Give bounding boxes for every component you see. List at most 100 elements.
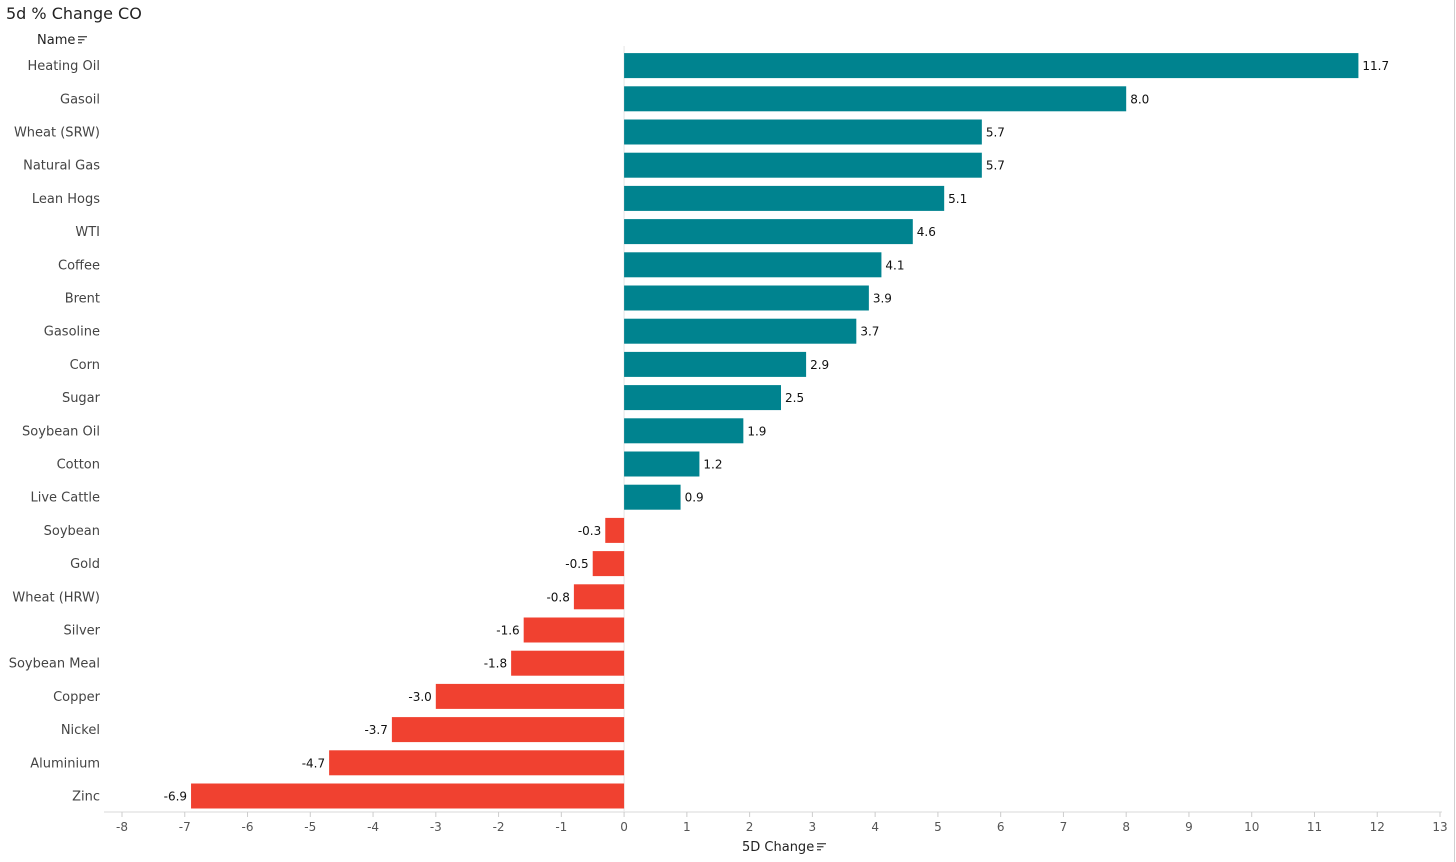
x-tick-label: -3	[430, 820, 442, 834]
x-tick-label: 4	[871, 820, 879, 834]
bar	[605, 517, 625, 543]
bar	[435, 683, 625, 709]
data-label: 2.5	[785, 391, 804, 405]
category-label: Silver	[63, 624, 100, 639]
category-label: Copper	[53, 690, 101, 705]
category-label: Corn	[70, 358, 100, 373]
bar	[523, 617, 625, 643]
category-label: Gasoline	[44, 325, 100, 340]
bar	[624, 451, 700, 477]
data-label: -3.7	[364, 723, 387, 737]
x-tick-label: 12	[1370, 820, 1385, 834]
category-label: Soybean Meal	[9, 657, 100, 672]
data-label: -4.7	[302, 756, 325, 770]
category-label: Coffee	[58, 258, 100, 273]
bar	[624, 285, 869, 311]
data-label: -0.8	[546, 590, 569, 604]
data-label: -0.3	[578, 524, 601, 538]
data-label: -6.9	[164, 790, 187, 804]
data-label: 2.9	[810, 358, 829, 372]
data-label: 3.7	[860, 325, 879, 339]
bar	[511, 650, 625, 676]
data-label: 3.9	[873, 292, 892, 306]
axis-sort-icon[interactable]	[817, 840, 827, 855]
x-tick-label: 11	[1307, 820, 1322, 834]
x-axis-title-container[interactable]: 5D Change	[742, 840, 827, 855]
x-tick-label: -5	[304, 820, 316, 834]
bar	[573, 584, 625, 610]
x-tick-label: -2	[493, 820, 505, 834]
bar	[624, 318, 857, 344]
category-label: Nickel	[61, 723, 100, 738]
category-label: Natural Gas	[23, 159, 100, 174]
x-axis-title: 5D Change	[742, 840, 815, 855]
x-tick-label: -6	[242, 820, 254, 834]
bar	[624, 385, 781, 411]
bar	[391, 717, 625, 743]
data-label: 4.1	[885, 258, 904, 272]
category-label: Soybean	[44, 524, 100, 539]
data-label: 0.9	[685, 491, 704, 505]
x-tick-label: -7	[179, 820, 191, 834]
bar	[624, 351, 807, 377]
data-label: 8.0	[1130, 92, 1149, 106]
data-label: 4.6	[917, 225, 936, 239]
data-label: 5.7	[986, 126, 1005, 140]
category-label: Live Cattle	[30, 491, 100, 506]
x-tick-label: 3	[809, 820, 817, 834]
x-tick-label: 6	[997, 820, 1005, 834]
data-label: -1.6	[496, 624, 519, 638]
bar	[624, 418, 744, 444]
category-label: Wheat (HRW)	[12, 590, 100, 605]
category-label: Heating Oil	[27, 59, 100, 74]
category-label: Lean Hogs	[32, 192, 100, 207]
category-label: Brent	[65, 292, 100, 307]
category-label: Cotton	[57, 458, 100, 473]
data-label: -0.5	[565, 557, 588, 571]
data-label: 5.1	[948, 192, 967, 206]
x-tick-label: 8	[1122, 820, 1130, 834]
bar	[191, 783, 625, 809]
x-tick-label: 10	[1244, 820, 1259, 834]
sort-icon[interactable]	[78, 33, 88, 48]
x-tick-label: -8	[116, 820, 128, 834]
x-tick-label: 7	[1060, 820, 1068, 834]
data-label: -1.8	[484, 657, 507, 671]
name-column-header[interactable]: Name	[37, 33, 88, 48]
bar	[624, 53, 1359, 79]
x-tick-label: 5	[934, 820, 942, 834]
category-label: Sugar	[62, 391, 101, 406]
category-label: Aluminium	[30, 756, 100, 771]
category-label: Soybean Oil	[22, 424, 100, 439]
bar	[329, 750, 625, 776]
bar	[624, 252, 882, 278]
category-label: Gold	[70, 557, 100, 572]
data-label: -3.0	[408, 690, 431, 704]
panel-border	[1454, 0, 1455, 862]
x-tick-label: -4	[367, 820, 379, 834]
category-label: Zinc	[72, 790, 100, 805]
bar	[624, 185, 945, 211]
bar	[624, 152, 982, 178]
bar	[624, 219, 913, 245]
category-label: Wheat (SRW)	[14, 126, 100, 141]
chart-title: 5d % Change CO	[6, 4, 142, 23]
x-tick-label: 9	[1185, 820, 1193, 834]
x-tick-label: 1	[683, 820, 691, 834]
x-tick-label: 2	[746, 820, 754, 834]
bar	[624, 119, 982, 145]
category-label: WTI	[75, 225, 100, 240]
data-label: 1.2	[703, 458, 722, 472]
x-tick-label: 13	[1432, 820, 1447, 834]
bar	[592, 551, 625, 577]
data-label: 11.7	[1362, 59, 1389, 73]
bar	[624, 86, 1127, 112]
x-tick-label: 0	[620, 820, 628, 834]
bar	[624, 484, 681, 510]
data-label: 1.9	[747, 424, 766, 438]
category-label: Gasoil	[60, 92, 100, 107]
name-header-label: Name	[37, 33, 76, 48]
x-tick-label: -1	[555, 820, 567, 834]
data-label: 5.7	[986, 159, 1005, 173]
